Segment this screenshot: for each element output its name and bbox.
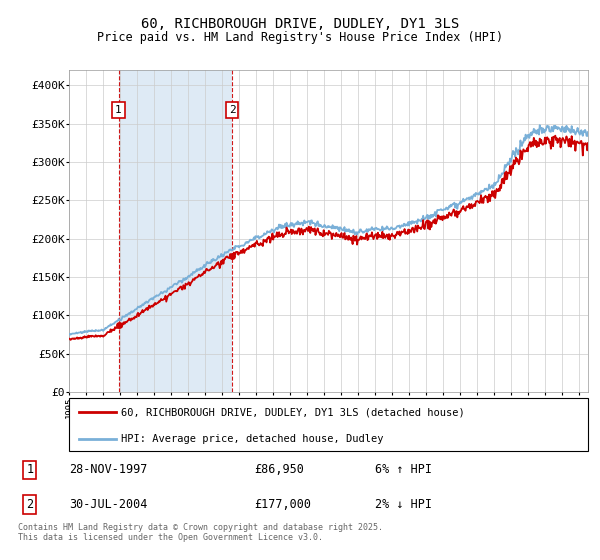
Text: £86,950: £86,950: [254, 464, 304, 477]
Text: 28-NOV-1997: 28-NOV-1997: [70, 464, 148, 477]
Text: 2: 2: [229, 105, 235, 115]
Bar: [119, 70, 232, 392]
Text: HPI: Average price, detached house, Dudley: HPI: Average price, detached house, Dudl…: [121, 434, 383, 444]
Text: 60, RICHBOROUGH DRIVE, DUDLEY, DY1 3LS (detached house): 60, RICHBOROUGH DRIVE, DUDLEY, DY1 3LS (…: [121, 408, 464, 418]
Text: 6% ↑ HPI: 6% ↑ HPI: [375, 464, 432, 477]
Text: Contains HM Land Registry data © Crown copyright and database right 2025.
This d: Contains HM Land Registry data © Crown c…: [18, 522, 383, 542]
Text: 2% ↓ HPI: 2% ↓ HPI: [375, 498, 432, 511]
Text: 2: 2: [26, 498, 34, 511]
Text: £177,000: £177,000: [254, 498, 311, 511]
Text: 60, RICHBOROUGH DRIVE, DUDLEY, DY1 3LS: 60, RICHBOROUGH DRIVE, DUDLEY, DY1 3LS: [141, 17, 459, 31]
Text: 1: 1: [115, 105, 122, 115]
Text: Price paid vs. HM Land Registry's House Price Index (HPI): Price paid vs. HM Land Registry's House …: [97, 31, 503, 44]
Text: 1: 1: [26, 464, 34, 477]
Text: 30-JUL-2004: 30-JUL-2004: [70, 498, 148, 511]
